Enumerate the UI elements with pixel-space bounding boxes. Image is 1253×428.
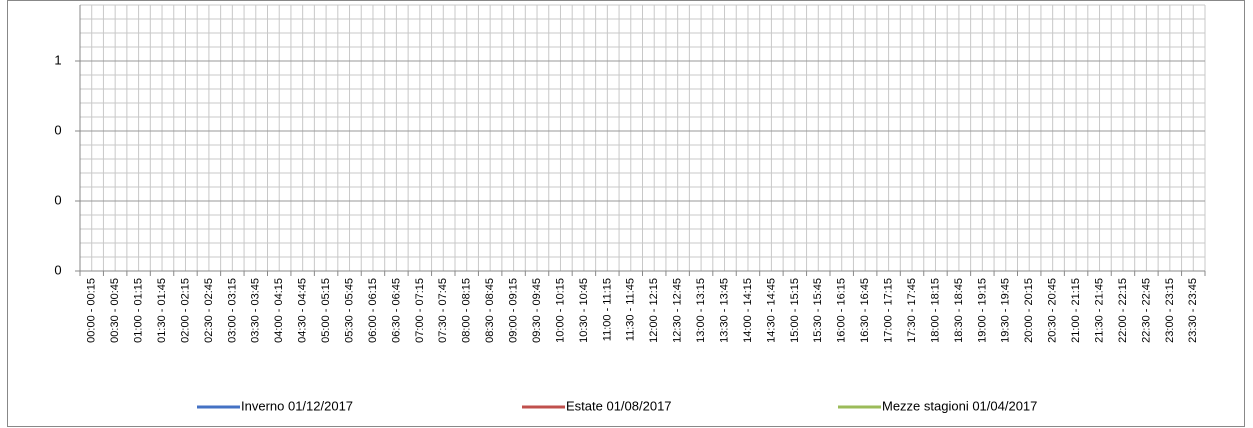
x-tick-label: 19:00 - 19:15 bbox=[976, 278, 988, 343]
x-tick-label: 09:00 - 09:15 bbox=[508, 278, 520, 343]
x-tick-label: 12:00 - 12:15 bbox=[648, 278, 660, 343]
x-tick-label: 10:00 - 10:15 bbox=[554, 278, 566, 343]
x-tick-label: 04:00 - 04:15 bbox=[273, 278, 285, 343]
x-tick-label: 06:30 - 06:45 bbox=[390, 278, 402, 343]
x-tick-label: 10:30 - 10:45 bbox=[578, 278, 590, 343]
x-tick-label: 18:00 - 18:15 bbox=[929, 278, 941, 343]
x-tick-label: 21:00 - 21:15 bbox=[1070, 278, 1082, 343]
x-tick-label: 08:30 - 08:45 bbox=[484, 278, 496, 343]
legend-label: Inverno 01/12/2017 bbox=[241, 398, 353, 413]
x-tick-label: 19:30 - 19:45 bbox=[1000, 278, 1012, 343]
x-tick-label: 09:30 - 09:45 bbox=[531, 278, 543, 343]
x-tick-label: 18:30 - 18:45 bbox=[953, 278, 965, 343]
x-tick-label: 02:30 - 02:45 bbox=[203, 278, 215, 343]
x-tick-label: 02:00 - 02:15 bbox=[179, 278, 191, 343]
legend-label: Mezze stagioni 01/04/2017 bbox=[882, 398, 1037, 413]
x-tick-label: 03:30 - 03:45 bbox=[250, 278, 262, 343]
y-tick-label: 0 bbox=[54, 122, 61, 137]
x-tick-label: 23:00 - 23:15 bbox=[1164, 278, 1176, 343]
x-tick-label: 23:30 - 23:45 bbox=[1187, 278, 1199, 343]
x-tick-label: 01:30 - 01:45 bbox=[156, 278, 168, 343]
x-tick-label: 16:30 - 16:45 bbox=[859, 278, 871, 343]
x-tick-label: 06:00 - 06:15 bbox=[367, 278, 379, 343]
x-tick-label: 15:30 - 15:45 bbox=[812, 278, 824, 343]
x-tick-label: 21:30 - 21:45 bbox=[1093, 278, 1105, 343]
x-tick-label: 00:00 - 00:15 bbox=[86, 278, 98, 343]
y-tick-label: 0 bbox=[54, 262, 61, 277]
x-tick-label: 01:00 - 01:15 bbox=[133, 278, 145, 343]
x-tick-label: 20:30 - 20:45 bbox=[1047, 278, 1059, 343]
y-tick-label: 0 bbox=[54, 192, 61, 207]
x-tick-label: 11:00 - 11:15 bbox=[601, 278, 613, 341]
chart-border bbox=[7, 0, 1245, 427]
x-tick-label: 11:30 - 11:45 bbox=[625, 278, 637, 341]
x-tick-label: 08:00 - 08:15 bbox=[461, 278, 473, 343]
x-tick-label: 17:30 - 17:45 bbox=[906, 278, 918, 343]
x-tick-label: 13:00 - 13:15 bbox=[695, 278, 707, 343]
x-tick-label: 04:30 - 04:45 bbox=[297, 278, 309, 343]
x-tick-label: 16:00 - 16:15 bbox=[836, 278, 848, 343]
x-tick-label: 12:30 - 12:45 bbox=[672, 278, 684, 343]
x-tick-label: 15:00 - 15:15 bbox=[789, 278, 801, 343]
x-tick-label: 22:30 - 22:45 bbox=[1140, 278, 1152, 343]
x-tick-label: 03:00 - 03:15 bbox=[226, 278, 238, 343]
x-tick-label: 05:00 - 05:15 bbox=[320, 278, 332, 343]
x-tick-label: 17:00 - 17:15 bbox=[883, 278, 895, 343]
x-tick-label: 00:30 - 00:45 bbox=[109, 278, 121, 343]
y-tick-label: 1 bbox=[54, 52, 61, 67]
x-tick-label: 20:00 - 20:15 bbox=[1023, 278, 1035, 343]
x-tick-label: 22:00 - 22:15 bbox=[1117, 278, 1129, 343]
x-tick-label: 14:30 - 14:45 bbox=[765, 278, 777, 343]
legend-label: Estate 01/08/2017 bbox=[566, 398, 672, 413]
x-tick-label: 05:30 - 05:45 bbox=[343, 278, 355, 343]
x-tick-label: 13:30 - 13:45 bbox=[718, 278, 730, 343]
x-tick-label: 07:30 - 07:45 bbox=[437, 278, 449, 343]
x-tick-label: 07:00 - 07:15 bbox=[414, 278, 426, 343]
x-tick-label: 14:00 - 14:15 bbox=[742, 278, 754, 343]
